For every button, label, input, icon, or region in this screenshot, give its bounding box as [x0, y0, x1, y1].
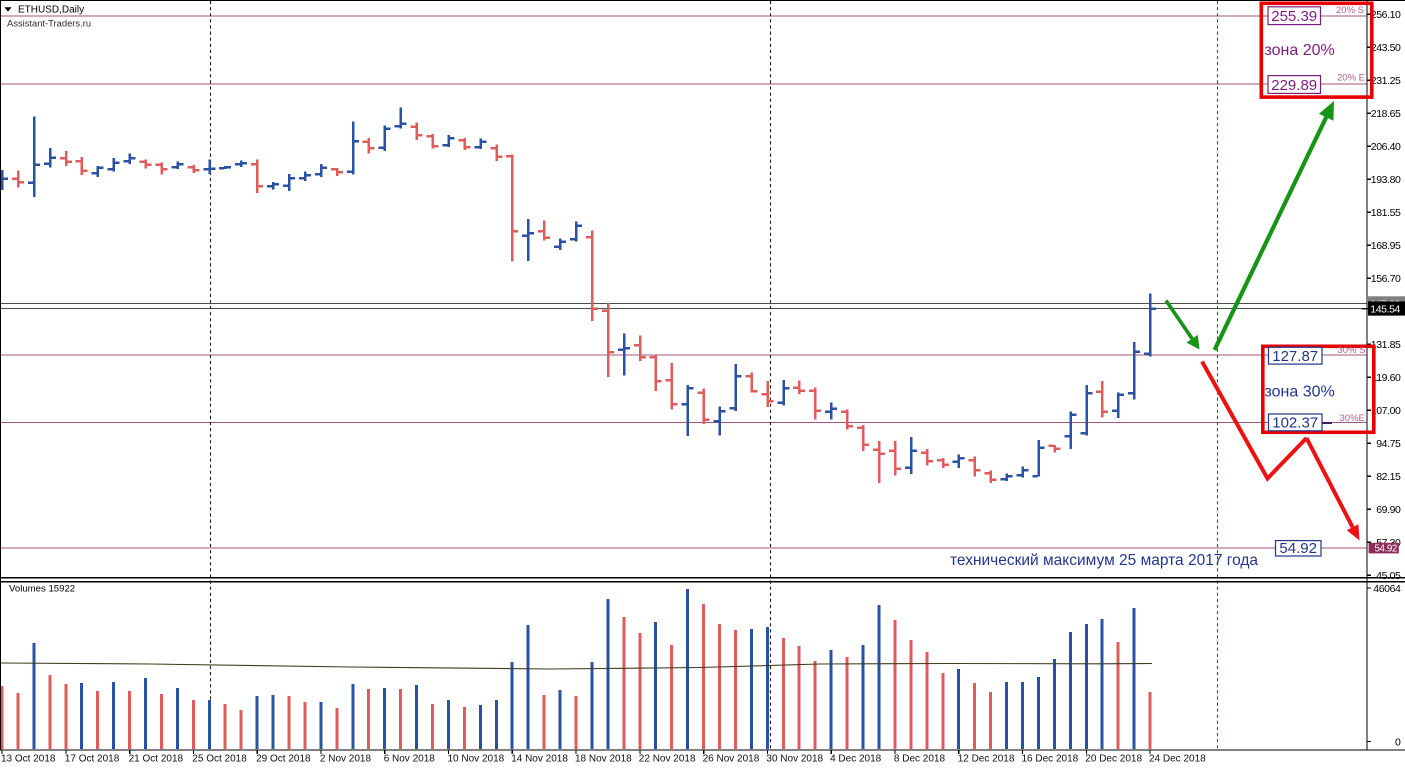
- svg-text:94.75: 94.75: [1376, 438, 1401, 450]
- svg-text:131.85: 131.85: [1371, 339, 1401, 351]
- svg-text:29 Oct 2018: 29 Oct 2018: [256, 754, 311, 765]
- svg-text:22 Nov 2018: 22 Nov 2018: [639, 754, 696, 765]
- svg-text:156.70: 156.70: [1371, 273, 1401, 285]
- svg-text:127.87: 127.87: [1272, 348, 1318, 365]
- svg-text:Assistant-Traders.ru: Assistant-Traders.ru: [7, 17, 91, 28]
- svg-text:20% S: 20% S: [1336, 5, 1364, 16]
- svg-text:зона 30%: зона 30%: [1265, 383, 1335, 400]
- svg-text:54.92: 54.92: [1374, 544, 1397, 555]
- svg-text:102.37: 102.37: [1272, 415, 1318, 432]
- svg-text:10 Nov 2018: 10 Nov 2018: [448, 754, 505, 765]
- svg-text:30 Nov 2018: 30 Nov 2018: [766, 754, 823, 765]
- svg-text:8 Dec 2018: 8 Dec 2018: [894, 754, 946, 765]
- svg-text:технический максимум 25 марта: технический максимум 25 марта 2017 года: [950, 552, 1258, 569]
- svg-text:255.39: 255.39: [1271, 8, 1317, 25]
- svg-text:Volumes 15922: Volumes 15922: [9, 583, 75, 594]
- svg-text:20% E: 20% E: [1337, 73, 1365, 84]
- svg-text:30% S: 30% S: [1338, 345, 1366, 356]
- svg-text:256.10: 256.10: [1371, 9, 1401, 21]
- svg-text:45.05: 45.05: [1376, 570, 1401, 582]
- svg-text:20 Dec 2018: 20 Dec 2018: [1085, 754, 1142, 765]
- svg-text:25 Oct 2018: 25 Oct 2018: [192, 754, 247, 765]
- svg-text:ETHUSD,Daily: ETHUSD,Daily: [18, 4, 84, 15]
- svg-text:0: 0: [1395, 736, 1401, 748]
- svg-text:14 Nov 2018: 14 Nov 2018: [511, 754, 568, 765]
- svg-text:82.15: 82.15: [1376, 471, 1401, 483]
- svg-text:46064: 46064: [1373, 583, 1401, 595]
- svg-text:2 Nov 2018: 2 Nov 2018: [320, 754, 372, 765]
- svg-text:119.60: 119.60: [1372, 372, 1401, 384]
- svg-text:16 Dec 2018: 16 Dec 2018: [1022, 754, 1079, 765]
- svg-text:231.25: 231.25: [1371, 75, 1401, 87]
- svg-text:21 Oct 2018: 21 Oct 2018: [129, 754, 184, 765]
- svg-text:26 Nov 2018: 26 Nov 2018: [703, 754, 760, 765]
- svg-text:12 Dec 2018: 12 Dec 2018: [958, 754, 1015, 765]
- svg-text:206.40: 206.40: [1371, 141, 1401, 153]
- svg-text:зона 20%: зона 20%: [1265, 42, 1335, 59]
- svg-text:145.54: 145.54: [1370, 304, 1400, 316]
- svg-text:168.95: 168.95: [1371, 240, 1401, 252]
- svg-text:181.55: 181.55: [1371, 207, 1401, 219]
- svg-text:193.80: 193.80: [1371, 174, 1401, 186]
- svg-text:17 Oct 2018: 17 Oct 2018: [65, 754, 120, 765]
- svg-text:30%E: 30%E: [1340, 413, 1365, 424]
- svg-text:107.00: 107.00: [1371, 405, 1401, 417]
- svg-text:229.89: 229.89: [1271, 77, 1317, 94]
- svg-text:4 Dec 2018: 4 Dec 2018: [830, 754, 882, 765]
- svg-text:243.50: 243.50: [1371, 42, 1401, 54]
- svg-text:218.65: 218.65: [1371, 108, 1401, 120]
- svg-text:69.90: 69.90: [1376, 504, 1401, 516]
- svg-text:24 Dec 2018: 24 Dec 2018: [1149, 754, 1206, 765]
- svg-text:13 Oct 2018: 13 Oct 2018: [1, 754, 56, 765]
- svg-text:18 Nov 2018: 18 Nov 2018: [575, 754, 632, 765]
- svg-text:6 Nov 2018: 6 Nov 2018: [384, 754, 436, 765]
- svg-text:54.92: 54.92: [1279, 540, 1317, 557]
